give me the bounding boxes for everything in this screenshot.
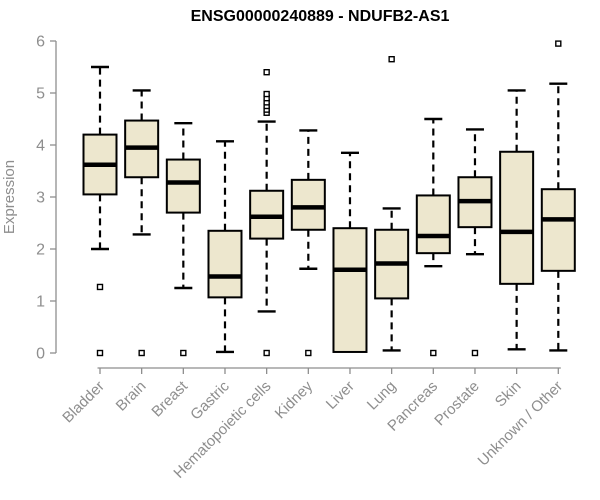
- iqr-box: [207, 229, 243, 299]
- outlier-point: [471, 349, 479, 357]
- iqr-box: [290, 178, 326, 231]
- x-axis-tick-label: Bladder: [59, 378, 108, 427]
- y-axis-tick-label: 2: [36, 242, 45, 259]
- box-group-brain: [124, 89, 160, 357]
- outlier-point: [263, 90, 270, 98]
- iqr-box: [332, 227, 368, 353]
- y-axis-tick-label: 4: [36, 138, 45, 155]
- box-group-gastric: [207, 140, 243, 354]
- box-group-breast: [165, 121, 201, 357]
- box-group-kidney: [290, 129, 326, 357]
- outlier-point: [430, 349, 437, 357]
- outlier-point: [96, 349, 104, 357]
- y-axis-tick-label: 3: [36, 190, 45, 207]
- box-group-prostate: [457, 128, 493, 357]
- outlier-point: [138, 349, 145, 357]
- box-group-pancreas: [415, 117, 451, 357]
- iqr-box: [415, 194, 451, 255]
- box-group-unknown-other: [540, 40, 576, 352]
- y-axis-tick-label: 6: [36, 34, 45, 51]
- x-axis-tick-label: Kidney: [272, 377, 317, 422]
- outlier-point: [96, 283, 104, 291]
- x-axis-tick-label: Lung: [364, 378, 400, 414]
- iqr-box: [540, 188, 576, 272]
- x-axis-tick-label: Liver: [323, 378, 358, 413]
- box-series: [82, 40, 576, 357]
- x-axis-tick-label: Breast: [148, 377, 191, 420]
- y-axis-tick-label: 1: [36, 294, 45, 311]
- y-axis-title: Expression: [1, 160, 18, 234]
- x-axis-tick-label: Brain: [113, 378, 150, 415]
- y-axis-tick-label: 5: [36, 86, 45, 103]
- iqr-box: [499, 150, 535, 285]
- chart-title: ENSG00000240889 - NDUFB2-AS1: [191, 8, 450, 25]
- box-group-lung: [374, 56, 410, 352]
- box-group-skin: [499, 89, 535, 351]
- y-axis-tick-label: 0: [36, 346, 45, 363]
- x-axis-tick-label: Prostate: [431, 378, 483, 430]
- outlier-point: [388, 56, 395, 63]
- outlier-point: [180, 349, 187, 357]
- x-axis-tick-label: Skin: [492, 378, 525, 411]
- outlier-point: [263, 68, 270, 76]
- outlier-point: [263, 349, 270, 357]
- iqr-box: [165, 158, 201, 214]
- y-axis: 0 1 2 3 4 5 6: [36, 34, 57, 363]
- outlier-point: [305, 349, 312, 357]
- box-group-liver: [332, 151, 368, 353]
- box-group-hematopoietic-cells: [249, 68, 285, 357]
- box-group-bladder: [82, 65, 118, 357]
- outlier-point: [555, 40, 562, 47]
